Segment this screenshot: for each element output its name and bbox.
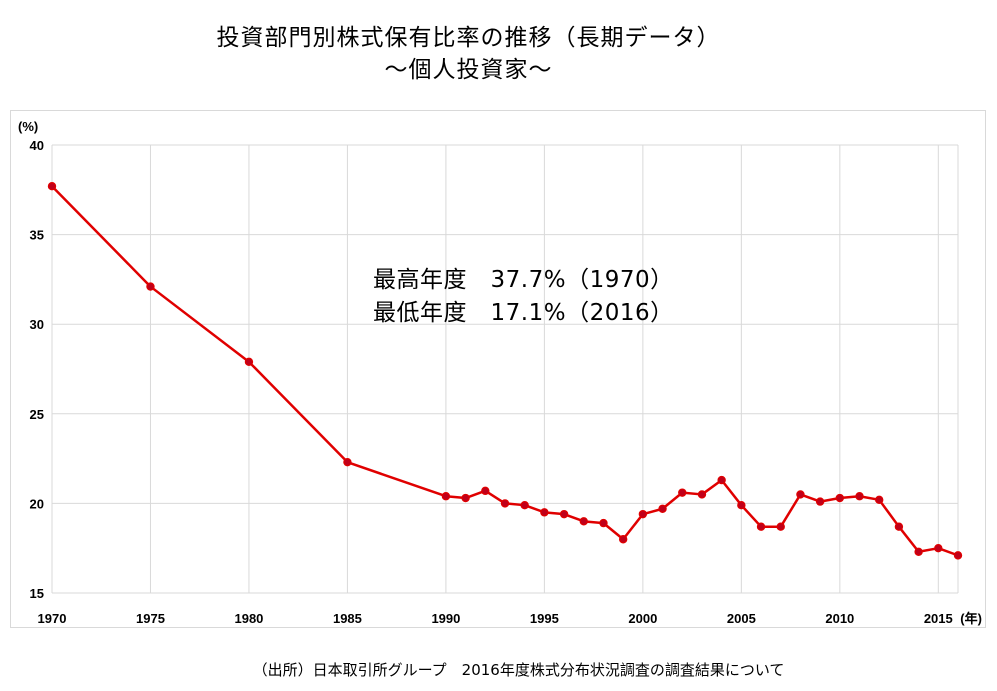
x-tick-label: 1985 [333,611,362,626]
y-tick-label: 25 [30,407,44,422]
data-point [953,551,963,560]
y-tick-label: 30 [30,317,44,332]
chart-title: 投資部門別株式保有比率の推移（長期データ） [216,25,721,51]
x-tick-label: 1975 [136,611,165,626]
y-tick-label: 35 [30,228,44,243]
data-point [618,535,628,544]
data-point [934,544,943,553]
x-tick-label: 1970 [38,611,67,626]
data-point [658,504,667,513]
data-point [678,488,687,497]
data-point [835,493,845,503]
data-point [756,522,766,531]
data-point [815,497,825,506]
data-point [875,495,884,505]
data-point [638,509,648,519]
data-point [540,508,549,517]
data-point [481,486,490,496]
data-point [146,282,155,291]
max-year-annotation: 最高年度 37.7%（1970） [373,267,674,293]
data-point [579,517,588,526]
data-point [461,493,470,503]
data-point [599,518,608,528]
data-point [343,457,352,467]
y-tick-label: 20 [30,496,44,511]
x-tick-label: 2015 [924,611,953,626]
data-point [244,357,254,367]
chart-subtitle: 〜個人投資家〜 [384,57,553,83]
x-tick-label: 2005 [727,611,756,626]
x-tick-label: 2010 [825,611,854,626]
data-point [796,490,805,499]
data-point [697,490,707,499]
x-tick-label: 2000 [628,611,657,626]
data-point [855,492,864,501]
x-tick-label: 1990 [431,611,460,626]
data-point [520,500,529,510]
source-note: （出所）日本取引所グループ 2016年度株式分布状況調査の調査結果について [252,661,785,679]
y-tick-label: 15 [30,586,44,601]
data-point [737,500,746,510]
x-tick-label: 1980 [234,611,263,626]
y-axis-unit-label: (%) [18,119,38,134]
x-axis-unit-label: (年) [960,611,982,626]
data-point [776,522,785,531]
data-point [717,475,726,485]
data-point [894,522,904,531]
data-point [441,492,451,501]
min-year-annotation: 最低年度 17.1%（2016） [373,300,674,326]
data-point [47,182,57,191]
data-point [500,499,510,508]
data-point [559,509,569,519]
data-point [914,547,923,556]
plot-frame [10,110,986,628]
y-tick-label: 40 [30,138,44,153]
x-tick-label: 1995 [530,611,559,626]
